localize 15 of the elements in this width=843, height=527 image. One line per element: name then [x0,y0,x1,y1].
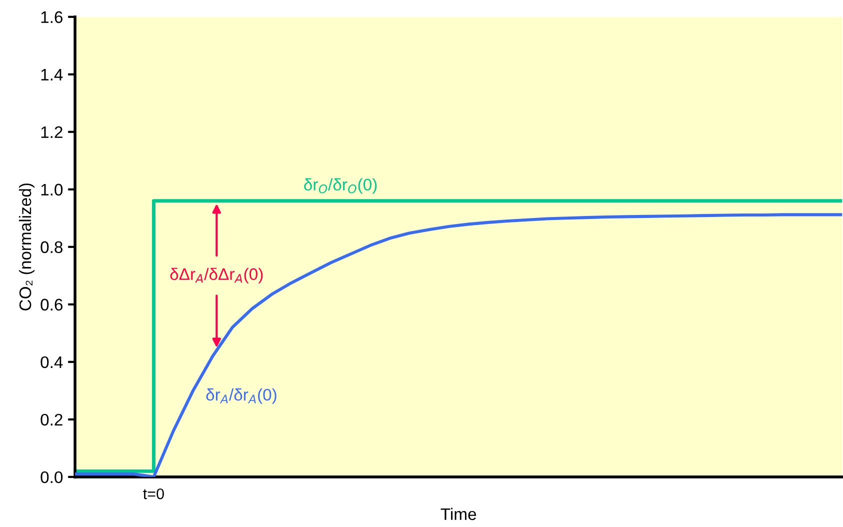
y-tick-label: 1.0 [41,184,63,196]
y-tick-label: 1.6 [41,11,62,24]
y-tick-label: 1.2 [41,126,62,138]
y-tick-label: 0.0 [40,471,63,484]
y-axis-title: CO₂ (normalized) [18,184,34,310]
y-tick-label: 0.8 [40,241,62,254]
x-tick-label: t=0 [143,488,164,500]
series-label: δr$_{O}$/δr$_{O}$(0) [304,178,377,194]
series-label: δr$_{A}$/δr$_{A}$(0) [206,388,276,404]
x-axis-title: Time [440,508,476,520]
y-tick-label: 0.4 [40,356,63,368]
y-tick-label: 0.2 [40,414,62,426]
y-tick-label: 1.4 [41,68,63,80]
y-tick-label: 0.6 [40,298,62,311]
annotation: δΔr$_{A}$/δΔr$_{A}$(0) [170,268,263,284]
